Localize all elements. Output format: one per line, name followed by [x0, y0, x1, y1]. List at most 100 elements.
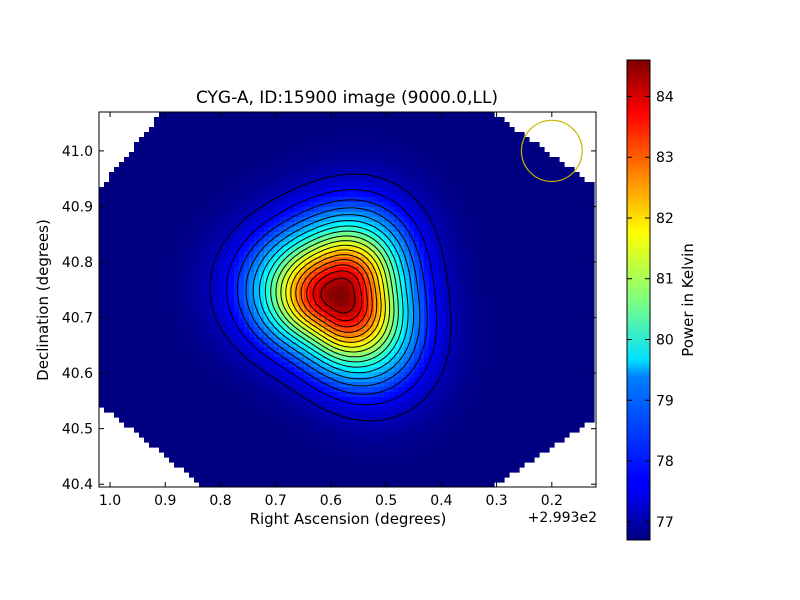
heatmap-cell	[269, 112, 275, 118]
heatmap-cell	[184, 347, 190, 353]
heatmap-cell	[449, 207, 455, 213]
heatmap-cell	[439, 137, 445, 143]
heatmap-cell	[99, 297, 105, 303]
heatmap-cell	[344, 137, 350, 143]
heatmap-cell	[319, 172, 325, 178]
heatmap-cell	[499, 207, 505, 213]
heatmap-cell	[359, 352, 365, 358]
heatmap-cell	[454, 337, 460, 343]
heatmap-cell	[274, 252, 280, 258]
heatmap-cell	[579, 367, 585, 373]
heatmap-cell	[294, 157, 300, 163]
heatmap-cell	[469, 297, 475, 303]
heatmap-cell	[194, 297, 200, 303]
heatmap-cell	[344, 292, 350, 298]
heatmap-cell	[289, 302, 295, 308]
heatmap-cell	[369, 367, 375, 373]
heatmap-cell	[159, 197, 165, 203]
heatmap-cell	[354, 287, 360, 293]
heatmap-cell	[459, 217, 465, 223]
heatmap-cell	[139, 182, 145, 188]
heatmap-cell	[169, 307, 175, 313]
heatmap-cell	[99, 307, 105, 313]
heatmap-cell	[469, 292, 475, 298]
heatmap-cell	[534, 267, 540, 273]
heatmap-cell	[474, 227, 480, 233]
heatmap-cell	[434, 122, 440, 128]
heatmap-cell	[524, 217, 530, 223]
heatmap-cell	[499, 197, 505, 203]
heatmap-cell	[534, 197, 540, 203]
heatmap-cell	[414, 237, 420, 243]
heatmap-cell	[549, 277, 555, 283]
heatmap-cell	[279, 167, 285, 173]
heatmap-cell	[319, 272, 325, 278]
heatmap-cell	[419, 147, 425, 153]
heatmap-cell	[459, 342, 465, 348]
heatmap-cell	[519, 212, 525, 218]
heatmap-cell	[544, 262, 550, 268]
heatmap-cell	[229, 212, 235, 218]
heatmap-cell	[279, 187, 285, 193]
heatmap-cell	[544, 207, 550, 213]
heatmap-cell	[444, 327, 450, 333]
heatmap-cell	[464, 342, 470, 348]
heatmap-cell	[174, 237, 180, 243]
heatmap-cell	[589, 212, 595, 218]
heatmap-cell	[514, 227, 520, 233]
heatmap-cell	[334, 222, 340, 228]
heatmap-cell	[499, 122, 505, 128]
heatmap-cell	[149, 267, 155, 273]
heatmap-cell	[269, 272, 275, 278]
heatmap-cell	[389, 332, 395, 338]
heatmap-cell	[314, 342, 320, 348]
heatmap-cell	[564, 217, 570, 223]
heatmap-cell	[214, 207, 220, 213]
heatmap-cell	[399, 152, 405, 158]
heatmap-cell	[349, 207, 355, 213]
heatmap-cell	[499, 242, 505, 248]
heatmap-cell	[319, 207, 325, 213]
heatmap-cell	[129, 242, 135, 248]
heatmap-cell	[564, 202, 570, 208]
heatmap-cell	[489, 337, 495, 343]
heatmap-cell	[454, 367, 460, 373]
heatmap-cell	[269, 302, 275, 308]
heatmap-cell	[509, 147, 515, 153]
heatmap-cell	[459, 232, 465, 238]
heatmap-cell	[354, 167, 360, 173]
heatmap-cell	[199, 222, 205, 228]
heatmap-cell	[349, 342, 355, 348]
heatmap-cell	[279, 362, 285, 368]
heatmap-cell	[584, 357, 590, 363]
heatmap-cell	[249, 232, 255, 238]
heatmap-cell	[269, 142, 275, 148]
heatmap-cell	[454, 177, 460, 183]
heatmap-cell	[359, 122, 365, 128]
heatmap-cell	[469, 222, 475, 228]
heatmap-cell	[554, 192, 560, 198]
heatmap-cell	[544, 367, 550, 373]
heatmap-cell	[359, 347, 365, 353]
heatmap-cell	[439, 297, 445, 303]
heatmap-cell	[284, 182, 290, 188]
heatmap-cell	[399, 252, 405, 258]
heatmap-cell	[304, 357, 310, 363]
heatmap-cell	[504, 122, 510, 128]
heatmap-cell	[549, 232, 555, 238]
heatmap-cell	[499, 157, 505, 163]
heatmap-cell	[499, 332, 505, 338]
heatmap-cell	[154, 237, 160, 243]
heatmap-cell	[214, 157, 220, 163]
heatmap-cell	[209, 217, 215, 223]
heatmap-cell	[264, 137, 270, 143]
heatmap-cell	[249, 277, 255, 283]
heatmap-cell	[274, 262, 280, 268]
heatmap-cell	[374, 217, 380, 223]
heatmap-cell	[259, 132, 265, 138]
heatmap-cell	[554, 177, 560, 183]
heatmap-cell	[194, 112, 200, 118]
heatmap-cell	[429, 112, 435, 118]
heatmap-cell	[204, 327, 210, 333]
heatmap-cell	[179, 192, 185, 198]
